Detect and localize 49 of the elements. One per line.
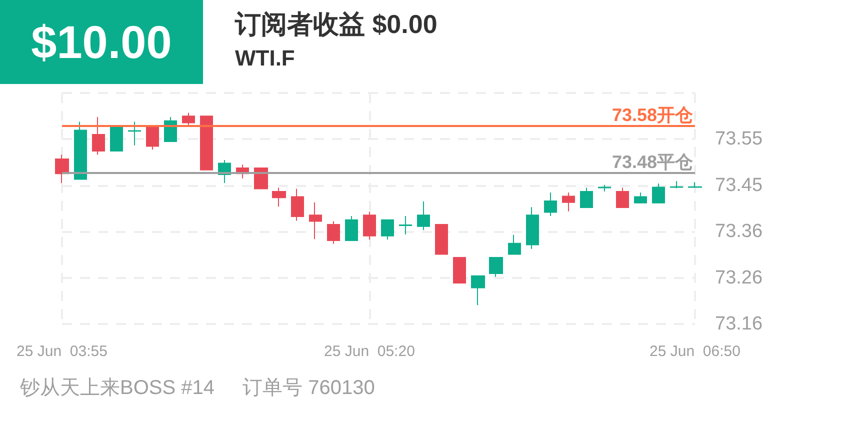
candlestick — [182, 112, 195, 126]
chart-title: 订阅者收益 $0.00 — [234, 9, 438, 39]
candlestick — [327, 220, 340, 244]
candlestick — [435, 224, 448, 255]
candlestick — [291, 188, 304, 222]
y-tick-label: 73.16 — [715, 314, 763, 334]
ref-line-label: 73.58开仓 — [612, 105, 694, 125]
candlestick — [272, 187, 286, 208]
text: $10.00 — [0, 0, 203, 84]
candlestick — [399, 216, 412, 235]
candlestick — [580, 187, 593, 208]
candlestick — [562, 192, 575, 212]
candlestick — [254, 167, 268, 190]
x-tick-label: 25 Jun 03:55 — [16, 343, 108, 360]
candlestick — [471, 275, 485, 306]
candlestick — [128, 121, 141, 146]
candlestick — [92, 116, 105, 156]
candlestick — [598, 184, 611, 192]
candlestick — [363, 211, 376, 240]
chart-subtitle: WTI.F — [235, 46, 295, 70]
x-tick-label: 25 Jun 05:20 — [324, 343, 415, 360]
y-tick-label: 73.26 — [715, 267, 763, 288]
x-tick-label: 25 Jun 06:50 — [650, 343, 740, 360]
y-tick-label: 73.45 — [715, 174, 763, 196]
candlestick — [508, 234, 521, 255]
candlestick — [110, 125, 123, 152]
candlestick — [634, 192, 647, 204]
candlestick — [381, 219, 394, 240]
candlestick — [526, 206, 539, 250]
y-tick-label: 73.36 — [715, 221, 763, 242]
candlestick — [652, 183, 665, 204]
text: 钞从天上来BOSS #14 — [20, 377, 215, 399]
candlestick — [200, 116, 213, 170]
candlestick — [74, 121, 87, 180]
candlestick — [164, 116, 177, 142]
ref-line-label: 73.48平仓 — [612, 152, 694, 172]
text: 订单号 760130 — [242, 377, 375, 399]
candlestick — [688, 182, 702, 188]
candlestick — [309, 202, 322, 240]
candlestick — [345, 216, 358, 242]
candlestick — [670, 180, 683, 189]
candlestick — [55, 154, 69, 184]
candlestick — [417, 200, 430, 231]
candlestick — [544, 192, 557, 217]
y-tick-label: 73.55 — [715, 128, 763, 150]
candlestick — [453, 257, 466, 284]
candlestick — [489, 257, 503, 278]
candlestick — [616, 187, 629, 208]
candlestick — [146, 125, 159, 150]
